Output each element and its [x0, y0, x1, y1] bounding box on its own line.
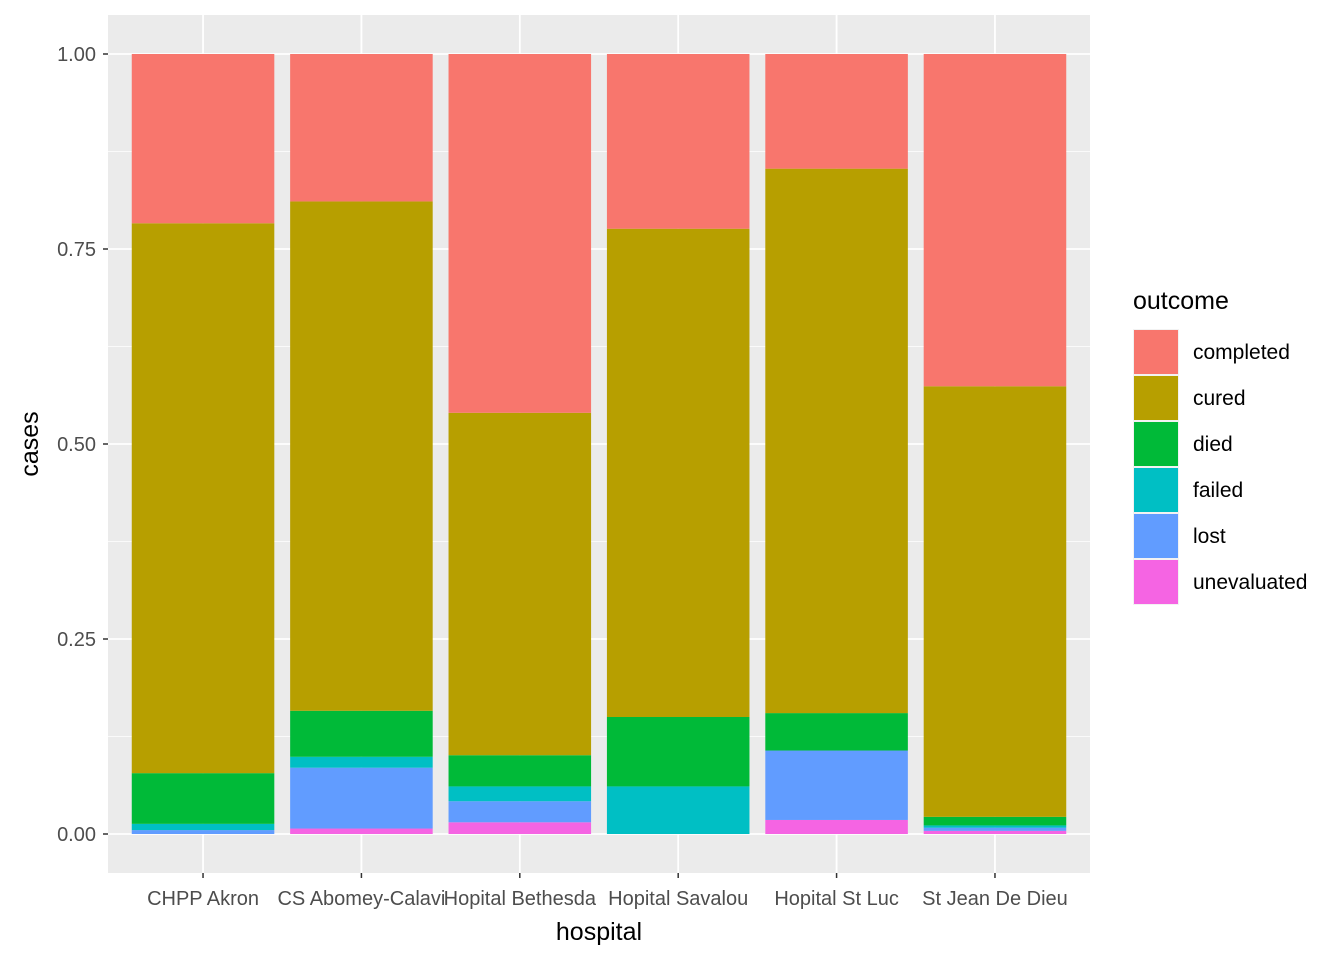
y-tick-label: 0.50	[57, 434, 96, 456]
legend-label-cured: cured	[1193, 387, 1246, 410]
y-tick-label: 0.25	[57, 629, 96, 651]
y-tick-label: 1.00	[57, 44, 96, 66]
bar-segment-completed	[290, 54, 433, 202]
legend-key-died	[1134, 422, 1178, 466]
x-tick-label: St Jean De Dieu	[922, 888, 1068, 910]
bar-segment-cured	[606, 228, 750, 717]
bar-segment-failed	[131, 823, 275, 831]
legend-key-lost	[1134, 514, 1178, 558]
legend-key-failed	[1134, 468, 1178, 512]
x-tick-label: Hopital Bethesda	[444, 888, 597, 910]
x-axis-title: hospital	[556, 918, 642, 946]
bar-segment-completed	[923, 54, 1067, 387]
bar-segment-completed	[765, 54, 908, 169]
bar-segment-failed	[448, 786, 592, 802]
bar-segment-completed	[606, 54, 750, 229]
y-axis-title: cases	[16, 411, 44, 476]
legend-key-unevaluated	[1134, 560, 1178, 604]
bar-segment-unevaluated	[448, 822, 592, 834]
bar-segment-lost	[765, 750, 908, 820]
bar-segment-unevaluated	[290, 828, 433, 834]
bar-segment-cured	[448, 412, 592, 756]
y-tick-label: 0.00	[57, 824, 96, 846]
legend-label-unevaluated: unevaluated	[1193, 571, 1307, 594]
bar-segment-completed	[131, 54, 275, 224]
bar-segment-cured	[290, 201, 433, 711]
bar-segment-unevaluated	[923, 830, 1067, 834]
bar-segment-failed	[290, 756, 433, 768]
bar-segment-lost	[290, 767, 433, 829]
bar-segment-failed	[923, 825, 1067, 828]
bar-segment-died	[923, 816, 1067, 826]
bar-segment-lost	[923, 827, 1067, 831]
legend-label-failed: failed	[1193, 479, 1243, 502]
bar-segment-died	[131, 773, 275, 824]
bar-segment-completed	[448, 54, 592, 413]
bars	[131, 54, 1067, 834]
bar-segment-cured	[765, 168, 908, 714]
legend-label-died: died	[1193, 433, 1233, 456]
bar-segment-died	[290, 710, 433, 757]
legend-title: outcome	[1133, 287, 1229, 315]
x-tick-label: CHPP Akron	[147, 888, 259, 910]
y-tick-label: 0.75	[57, 239, 96, 261]
bar-segment-cured	[923, 386, 1067, 817]
bar-segment-lost	[131, 830, 275, 834]
bar-segment-unevaluated	[765, 819, 908, 834]
bar-segment-failed	[606, 786, 750, 834]
x-tick-label: Hopital St Luc	[774, 888, 899, 910]
legend: outcome completed cured died failed lost unev…	[1133, 287, 1307, 605]
legend-key-completed	[1134, 330, 1178, 374]
y-axis: 0.00 0.25 0.50 0.75 1.00	[57, 44, 108, 846]
bar-segment-cured	[131, 223, 275, 774]
bar-segment-died	[765, 713, 908, 751]
x-tick-label: Hopital Savalou	[608, 888, 748, 910]
bar-segment-died	[606, 717, 750, 787]
x-tick-label: CS Abomey-Calavi	[277, 888, 445, 910]
bar-segment-died	[448, 755, 592, 787]
legend-label-lost: lost	[1193, 525, 1226, 548]
bar-segment-lost	[448, 801, 592, 823]
legend-key-cured	[1134, 376, 1178, 420]
legend-label-completed: completed	[1193, 341, 1290, 364]
